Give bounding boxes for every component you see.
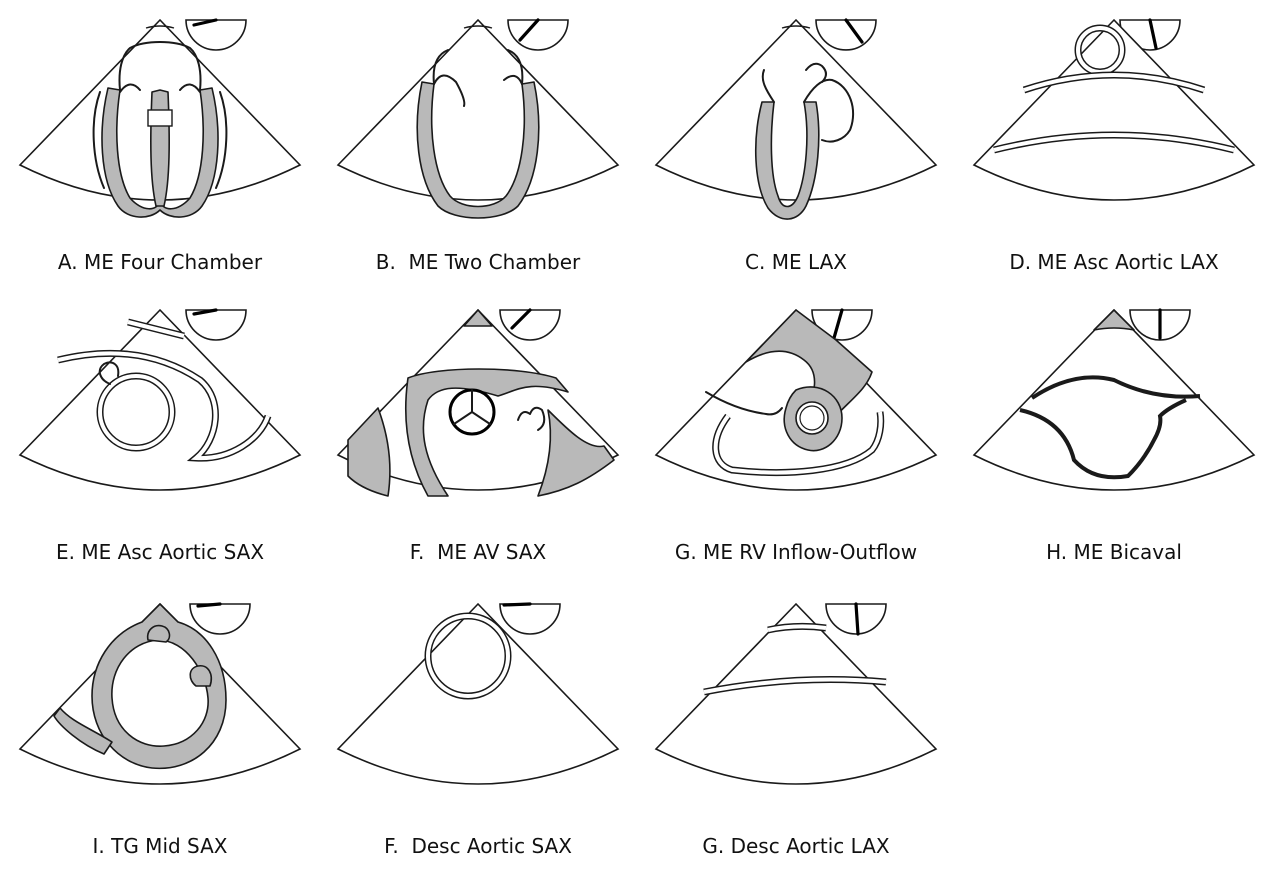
panel-me-av-sax: F. ME AV SAX <box>318 300 638 589</box>
me-asc-aortic-sax-diagram <box>18 308 302 491</box>
probe-angle-dial-icon <box>825 602 887 636</box>
probe-angle-dial-icon <box>185 18 247 51</box>
panel-desc-aortic-sax: F. Desc Aortic SAX <box>318 594 638 883</box>
probe-angle-dial-icon <box>499 308 561 341</box>
panel-me-asc-aortic-sax: E. ME Asc Aortic SAX <box>0 300 320 589</box>
caption-me-asc-aortic-lax: D. ME Asc Aortic LAX <box>1009 250 1219 274</box>
me-four-chamber-diagram <box>18 18 302 218</box>
panel-desc-aortic-lax: G. Desc Aortic LAX <box>636 594 956 883</box>
probe-angle-dial-icon <box>185 308 247 341</box>
me-lax-diagram <box>654 18 938 220</box>
caption-desc-aortic-lax: G. Desc Aortic LAX <box>702 834 890 858</box>
probe-angle-dial-icon <box>507 18 569 51</box>
probe-angle-dial-icon <box>189 602 251 635</box>
me-rv-inflow-outflow-diagram <box>654 308 938 491</box>
panel-tg-mid-sax: I. TG Mid SAX <box>0 594 320 883</box>
caption-me-av-sax: F. ME AV SAX <box>409 540 547 564</box>
caption-me-rv-inflow-outflow: G. ME RV Inflow-Outflow <box>674 540 918 564</box>
me-av-sax-diagram <box>336 308 620 497</box>
panel-me-four-chamber: A. ME Four Chamber <box>0 10 320 299</box>
caption-me-bicaval: H. ME Bicaval <box>1046 540 1182 564</box>
me-asc-aortic-lax-diagram <box>972 18 1256 201</box>
probe-angle-dial-icon <box>815 18 877 51</box>
panel-me-rv-inflow-outflow: G. ME RV Inflow-Outflow <box>636 300 956 589</box>
panel-me-asc-aortic-lax: D. ME Asc Aortic LAX <box>954 10 1274 299</box>
panel-me-lax: C. ME LAX <box>636 10 956 299</box>
probe-angle-dial-icon <box>499 602 561 635</box>
desc-aortic-sax-diagram <box>336 602 620 785</box>
probe-angle-dial-icon <box>1129 308 1191 341</box>
caption-tg-mid-sax: I. TG Mid SAX <box>92 834 228 858</box>
caption-me-two-chamber: B. ME Two Chamber <box>375 250 581 274</box>
caption-desc-aortic-sax: F. Desc Aortic SAX <box>384 834 572 858</box>
caption-me-asc-aortic-sax: E. ME Asc Aortic SAX <box>55 540 265 564</box>
desc-aortic-lax-diagram <box>654 602 938 785</box>
me-bicaval-diagram <box>972 308 1256 491</box>
tg-mid-sax-diagram <box>18 602 302 785</box>
caption-me-lax: C. ME LAX <box>745 250 847 274</box>
panel-me-two-chamber: B. ME Two Chamber <box>318 10 638 299</box>
caption-me-four-chamber: A. ME Four Chamber <box>57 250 263 274</box>
me-two-chamber-diagram <box>336 18 620 219</box>
panel-me-bicaval: H. ME Bicaval <box>954 300 1274 589</box>
